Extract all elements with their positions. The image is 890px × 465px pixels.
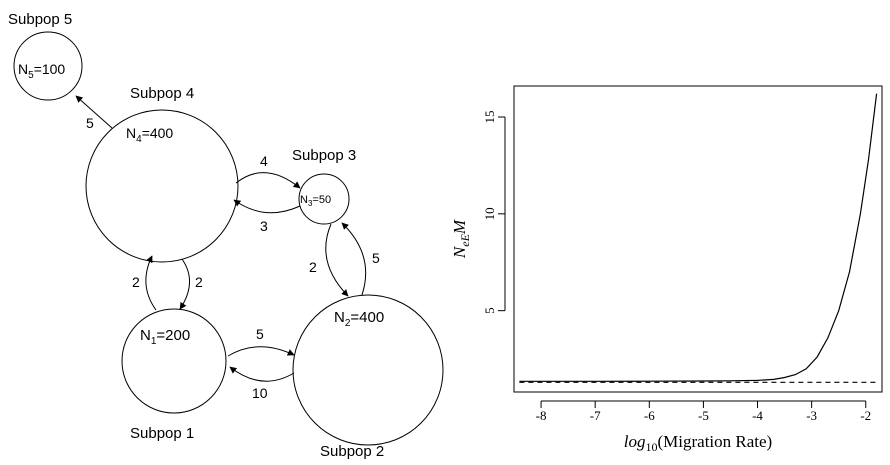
arrow-subpop2-to-subpop3 xyxy=(341,222,367,296)
arrow-subpop3-to-subpop2 xyxy=(325,223,349,297)
subpop-1-label: Subpop 1 xyxy=(130,425,194,442)
subpop-3-size: N3=50 xyxy=(300,194,331,208)
x-tick-label: -7 xyxy=(590,408,601,423)
subpop-1-size: N1=200 xyxy=(140,327,190,347)
subpop-2-circle xyxy=(292,294,444,446)
rate-subpop4-to-subpop5: 5 xyxy=(86,115,94,131)
line-chart: -8 -7 -6 -5 -4 -3 -2 5 10 15 log10(Migration Rat… xyxy=(450,85,883,454)
rate-subpop4-to-subpop1: 2 xyxy=(195,274,203,290)
y-tick-label: 5 xyxy=(482,307,497,314)
rate-subpop1-to-subpop4: 2 xyxy=(132,274,140,290)
rate-subpop3-to-subpop2: 2 xyxy=(309,259,317,275)
arrow-subpop4-to-subpop3 xyxy=(235,172,301,189)
arrow-subpop1-to-subpop2 xyxy=(227,346,295,357)
x-axis: -8 -7 -6 -5 -4 -3 -2 xyxy=(536,400,871,423)
x-tick-label: -6 xyxy=(644,408,655,423)
x-tick-label: -8 xyxy=(536,408,547,423)
rate-subpop2-to-subpop3: 5 xyxy=(372,250,380,266)
series-solid-line xyxy=(519,93,878,382)
rate-subpop3-to-subpop4: 3 xyxy=(260,218,268,234)
arrow-subpop4-to-subpop5 xyxy=(75,95,113,129)
x-axis-label: log10(Migration Rate) xyxy=(624,432,772,454)
x-tick-label: -4 xyxy=(752,408,763,423)
arrow-subpop2-to-subpop1 xyxy=(229,366,295,382)
rate-subpop4-to-subpop3: 4 xyxy=(260,153,268,169)
y-axis: 5 10 15 xyxy=(482,110,506,314)
subpop-4-circle xyxy=(85,109,239,263)
arrow-subpop3-to-subpop4 xyxy=(233,199,301,214)
rate-subpop1-to-subpop2: 5 xyxy=(256,326,264,342)
subpop-5-circle xyxy=(13,31,83,101)
rate-subpop2-to-subpop1: 10 xyxy=(252,385,268,401)
subpop-2-label: Subpop 2 xyxy=(320,443,384,460)
y-tick-label: 10 xyxy=(482,207,497,220)
subpop-4-label: Subpop 4 xyxy=(130,85,194,102)
y-axis-label: NeEM xyxy=(450,219,472,259)
x-tick-label: -2 xyxy=(860,408,871,423)
plot-frame xyxy=(513,85,883,393)
x-tick-label: -5 xyxy=(698,408,709,423)
y-tick-label: 15 xyxy=(482,110,497,123)
subpop-3-label: Subpop 3 xyxy=(292,147,356,164)
x-tick-label: -3 xyxy=(806,408,817,423)
arrow-subpop1-to-subpop4 xyxy=(145,255,157,311)
subpop-1-circle xyxy=(121,308,227,414)
subpop-2-size: N2=400 xyxy=(334,309,384,329)
subpop-4-size: N4=400 xyxy=(126,125,173,145)
subpop-5-size: N5=100 xyxy=(18,61,65,81)
subpop-5-label: Subpop 5 xyxy=(8,11,72,28)
population-network-diagram: Subpop 5 N5=100 Subpop 4 N4=400 Subpop 3… xyxy=(8,11,444,460)
chart-series xyxy=(519,93,878,383)
subpop-3-circle xyxy=(298,173,350,225)
arrow-subpop4-to-subpop1 xyxy=(179,258,190,310)
